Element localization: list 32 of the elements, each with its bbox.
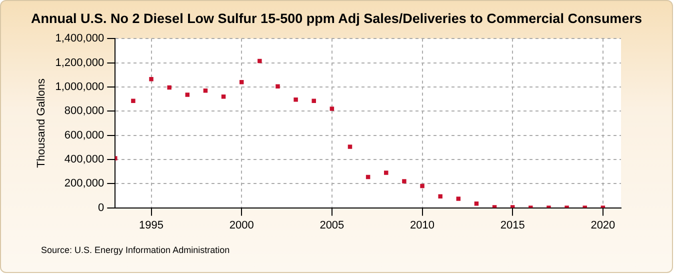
point — [384, 170, 388, 175]
source-note: Source: U.S. Energy Information Administration — [41, 245, 230, 255]
point — [131, 98, 136, 103]
x-tick-label: 1995 — [139, 219, 164, 232]
point — [276, 84, 280, 88]
y-tick-label: 1,200,000 — [55, 56, 104, 69]
y-tick-label: 200,000 — [64, 178, 104, 190]
point — [167, 85, 172, 90]
point — [149, 76, 154, 82]
point — [420, 184, 424, 188]
y-tick-label: 1,000,000 — [55, 80, 104, 93]
y-tick-label: 400,000 — [64, 153, 104, 166]
point — [294, 98, 298, 102]
point — [456, 196, 461, 201]
chart-title: Annual U.S. No 2 Diesel Low Sulfur 15-500 ppm Adj Sales/Deliveries to Commercial Consumers — [30, 11, 643, 26]
y-axis-title: Thousand Gallons — [36, 78, 48, 168]
y-tick-label: 800,000 — [64, 105, 104, 118]
x-tick-label: 2010 — [410, 219, 435, 232]
x-tick-label: 2005 — [320, 219, 344, 232]
x-tick-label: 2020 — [590, 219, 616, 232]
y-tick-label: 600,000 — [64, 129, 104, 142]
point — [438, 194, 442, 198]
point — [312, 98, 316, 103]
y-tick-label: 1,400,000 — [55, 32, 104, 45]
point — [258, 58, 262, 64]
x-tick-label: 2000 — [229, 219, 254, 232]
y-tick-label: 0 — [98, 202, 104, 214]
point — [402, 179, 406, 184]
x-tick-label: 2015 — [500, 219, 525, 232]
point — [185, 92, 190, 97]
point — [330, 106, 334, 111]
point — [348, 144, 352, 149]
